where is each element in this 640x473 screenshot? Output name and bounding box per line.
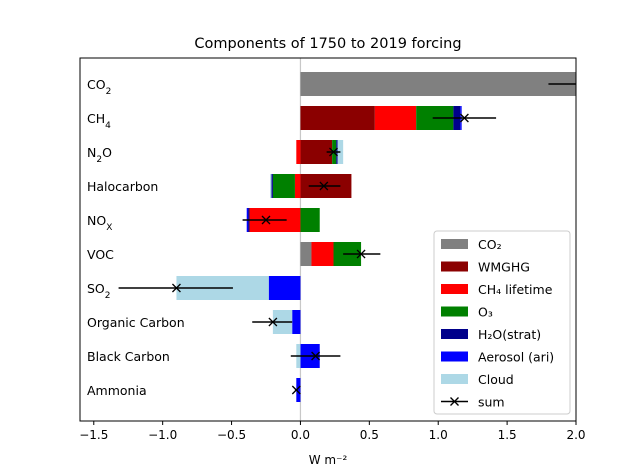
legend-swatch — [441, 261, 468, 272]
x-tick-label: 1.5 — [498, 428, 517, 442]
legend-swatch — [441, 284, 468, 294]
legend-label: Aerosol (ari) — [478, 350, 554, 365]
legend: CO₂ WMGHG CH₄ lifetime O₃ H₂O(strat) Aerosol … — [433, 230, 571, 415]
legend-swatch — [441, 306, 468, 317]
x-tick-label: 2.0 — [566, 428, 585, 442]
sum-marker-stroke — [329, 147, 338, 157]
category-label: N2O — [87, 145, 112, 165]
bar-segment — [296, 378, 301, 402]
sum-marker — [356, 249, 366, 259]
sum-marker-stroke — [261, 215, 271, 225]
category-label: NOX — [87, 213, 112, 233]
bar-segment — [300, 242, 312, 266]
x-tick-label: −0.5 — [217, 428, 246, 442]
sum-marker — [171, 283, 181, 293]
bar-segment — [300, 208, 320, 232]
legend-swatch — [441, 351, 468, 362]
legend-frame — [433, 230, 571, 415]
category-label: VOC — [87, 247, 114, 262]
bar-segment — [296, 140, 301, 164]
sum-marker-stroke — [311, 351, 321, 361]
legend-label: CH₄ lifetime — [478, 282, 553, 297]
legend-swatch — [441, 329, 468, 339]
bar-segment — [292, 310, 301, 334]
sum-marker-stroke — [459, 113, 469, 123]
bar-segment — [271, 174, 273, 198]
legend-swatch — [441, 239, 468, 249]
category-label: SO2 — [87, 281, 111, 301]
x-tick-label: 0.0 — [291, 428, 310, 442]
legend-label: WMGHG — [478, 260, 530, 275]
plot-area: −1.5 −1.0 −0.5 0.0 0.5 1.0 1.5 2.0 CO2 CH4 N2O Halo… — [79, 57, 602, 442]
bar-segment — [374, 106, 417, 130]
x-tick-label: 0.5 — [360, 428, 379, 442]
legend-label: Cloud — [478, 372, 514, 387]
sum-marker — [261, 215, 271, 225]
legend-label: sum — [478, 395, 505, 410]
bar-segment — [272, 174, 295, 198]
bar-segment — [270, 174, 272, 198]
x-tick-label: −1.5 — [79, 428, 108, 442]
sum-marker-stroke — [594, 80, 602, 88]
sum-marker-stroke — [319, 181, 329, 191]
bar-segment — [300, 72, 576, 96]
sum-marker — [459, 113, 469, 123]
category-label: Halocarbon — [87, 179, 158, 194]
category-label: Organic Carbon — [87, 315, 185, 330]
sum-marker-stroke — [356, 249, 366, 259]
sum-marker — [268, 317, 278, 327]
sum-marker — [291, 385, 301, 395]
axes-frame — [79, 57, 577, 422]
bar-segment — [300, 106, 375, 130]
sum-marker — [329, 147, 338, 157]
x-tick-label: 1.0 — [429, 428, 448, 442]
legend-label: H₂O(strat) — [478, 327, 541, 342]
legend-sum-marker — [450, 397, 459, 406]
sum-marker-stroke — [268, 317, 278, 327]
sum-marker-stroke — [171, 283, 181, 293]
category-label: Ammonia — [87, 383, 147, 398]
sum-marker-stroke — [291, 385, 301, 395]
bar-segment — [311, 242, 334, 266]
category-label: CH4 — [87, 111, 111, 131]
legend-label: O₃ — [478, 305, 493, 320]
chart-title: Components of 1750 to 2019 forcing — [194, 36, 461, 52]
sum-marker — [311, 351, 321, 361]
legend-label: CO₂ — [478, 237, 502, 252]
sum-marker — [594, 80, 602, 88]
sum-marker — [319, 181, 329, 191]
category-label: CO2 — [87, 77, 111, 97]
legend-sum-marker-stroke — [450, 397, 459, 406]
bar-segment — [268, 276, 301, 300]
sum-marker-stroke — [594, 80, 602, 88]
bar-segment — [294, 174, 301, 198]
legend-swatch — [441, 374, 468, 384]
x-tick-label: −1.0 — [148, 428, 177, 442]
x-axis-label: W m⁻² — [309, 453, 348, 467]
plot-clip-group — [118, 58, 602, 421]
category-label: Black Carbon — [87, 349, 170, 364]
